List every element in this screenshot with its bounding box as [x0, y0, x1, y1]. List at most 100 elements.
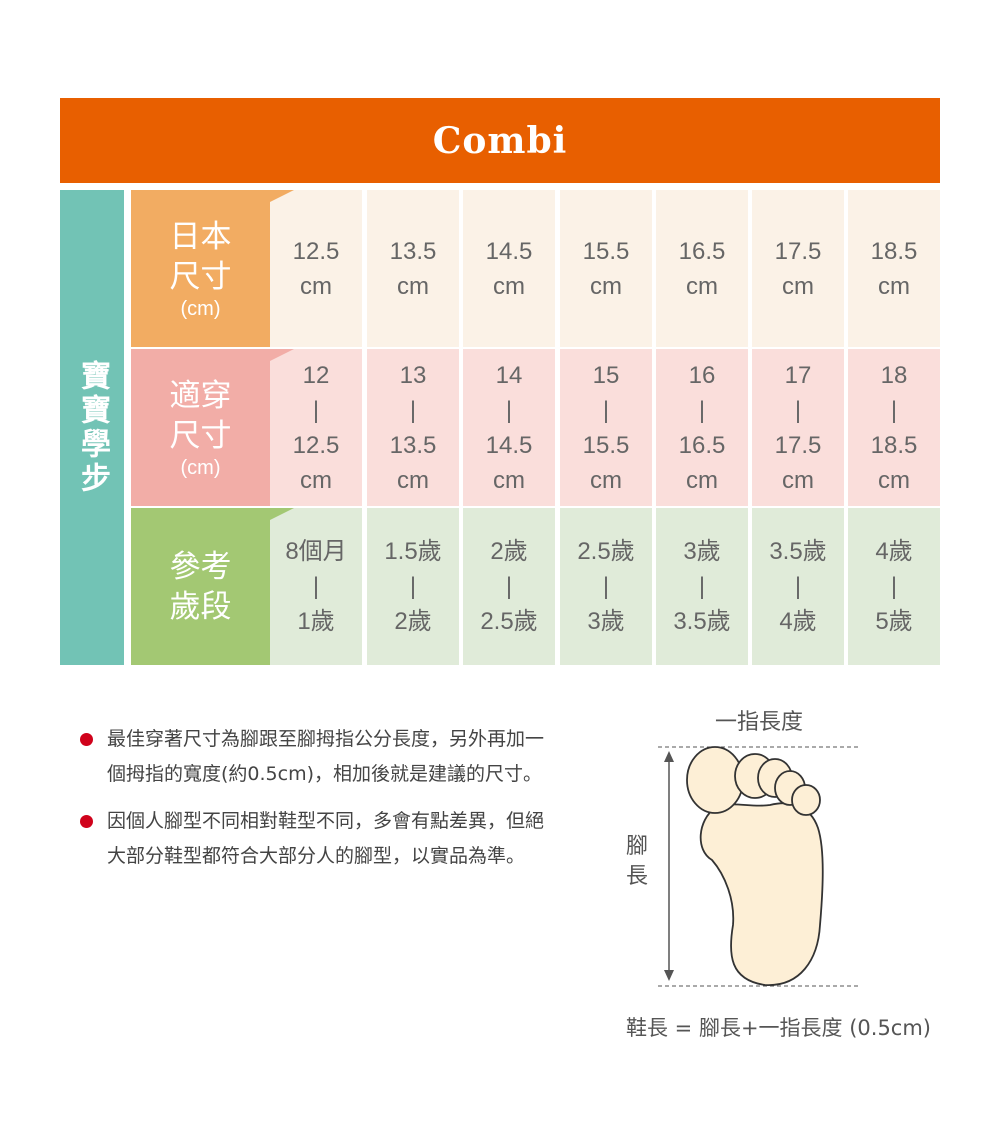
- note-item: 最佳穿著尺寸為腳跟至腳拇指公分長度，另外再加一個拇指的寬度(約0.5cm)，相加…: [80, 722, 560, 792]
- cell-text: 15.5: [582, 431, 630, 459]
- cell-text: |: [890, 396, 898, 424]
- cell-text: 4歲: [779, 608, 817, 635]
- row-label-text: 參考: [169, 548, 232, 585]
- cell-text: 4歲: [875, 538, 913, 565]
- brand-header: Combi: [60, 98, 940, 183]
- row-unit: (cm): [180, 456, 221, 479]
- cell-text: cm: [782, 272, 814, 300]
- cell-text: |: [505, 573, 513, 600]
- table-cell: 14.5 cm: [463, 190, 555, 347]
- cell-text: 1.5歲: [384, 538, 442, 565]
- cell-text: |: [794, 573, 802, 600]
- row-label-text: 適穿: [169, 377, 232, 414]
- cell-text: cm: [686, 272, 718, 300]
- cell-text: 15: [592, 361, 620, 389]
- row-unit: (cm): [180, 297, 221, 320]
- cell-text: 2.5歲: [577, 538, 635, 565]
- table-cell: 12 | 12.5 cm: [270, 349, 362, 506]
- table-cell: 17 | 17.5 cm: [752, 349, 844, 506]
- cell-text: 14.5: [485, 237, 533, 265]
- cell-text: 17: [784, 361, 812, 389]
- formula: 鞋長 = 腳長+一指長度 (0.5cm): [626, 1016, 932, 1040]
- cell-text: |: [890, 573, 898, 600]
- cell-text: 12: [302, 361, 330, 389]
- cell-text: |: [505, 396, 513, 424]
- cell-text: 3歲: [683, 538, 721, 565]
- cell-text: 18.5: [870, 431, 918, 459]
- combi-logo: Combi: [432, 119, 568, 162]
- table-cell: 12.5 cm: [270, 190, 362, 347]
- cell-text: cm: [300, 466, 332, 494]
- row-label-text: 日本: [169, 218, 232, 255]
- cell-text: |: [312, 396, 320, 424]
- cell-text: 8個月: [285, 538, 347, 565]
- cell-text: 18: [880, 361, 908, 389]
- table-cell: 15.5 cm: [560, 190, 652, 347]
- note-item: 因個人腳型不同相對鞋型不同，多會有點差異，但絕大部分鞋型都符合大部分人的腳型，以…: [80, 804, 560, 874]
- table-cell: 3.5歲 | 4歲: [752, 508, 844, 665]
- cell-text: 13.5: [389, 237, 437, 265]
- cell-text: |: [409, 573, 417, 600]
- notes: 最佳穿著尺寸為腳跟至腳拇指公分長度，另外再加一個拇指的寬度(約0.5cm)，相加…: [80, 722, 560, 886]
- cell-text: 13: [399, 361, 427, 389]
- label-corner: [270, 349, 294, 361]
- table-cell: 16 | 16.5 cm: [656, 349, 748, 506]
- table-cell: 14 | 14.5 cm: [463, 349, 555, 506]
- cell-text: |: [794, 396, 802, 424]
- cell-text: 15.5: [582, 237, 630, 265]
- cell-text: cm: [493, 466, 525, 494]
- row-label-text: 尺寸: [169, 417, 232, 454]
- cell-text: cm: [493, 272, 525, 300]
- bullet-icon: [80, 815, 93, 828]
- cell-text: cm: [590, 272, 622, 300]
- cell-text: 3.5歲: [769, 538, 827, 565]
- table-cell: 3歲 | 3.5歲: [656, 508, 748, 665]
- table-cell: 18 | 18.5 cm: [848, 349, 940, 506]
- cell-text: 18.5: [870, 237, 918, 265]
- cell-text: cm: [397, 466, 429, 494]
- table-cell: 13.5 cm: [367, 190, 459, 347]
- table-cell: 16.5 cm: [656, 190, 748, 347]
- cell-text: 17.5: [774, 431, 822, 459]
- cell-text: 16.5: [678, 431, 726, 459]
- table-cell: 18.5 cm: [848, 190, 940, 347]
- cell-text: 2歲: [394, 608, 432, 635]
- foot-illustration: [658, 746, 858, 987]
- cell-text: |: [698, 573, 706, 600]
- foot-length-label: 腳長: [626, 834, 649, 889]
- cell-text: 12.5: [292, 431, 340, 459]
- cell-text: cm: [686, 466, 718, 494]
- label-corner: [270, 190, 294, 202]
- cell-text: 16.5: [678, 237, 726, 265]
- table-cell: 15 | 15.5 cm: [560, 349, 652, 506]
- cell-text: 3歲: [587, 608, 625, 635]
- cell-text: |: [312, 573, 320, 600]
- cell-text: |: [602, 396, 610, 424]
- row-label-text: 歲段: [169, 588, 232, 625]
- table-cell: 2歲 | 2.5歲: [463, 508, 555, 665]
- cell-text: 3.5歲: [673, 608, 731, 635]
- table-cell: 2.5歲 | 3歲: [560, 508, 652, 665]
- cell-text: cm: [300, 272, 332, 300]
- foot-diagram: 一指長度 腳長 鞋長 = 腳長+一指長度 (0.5cm): [620, 700, 960, 1050]
- cell-text: cm: [878, 272, 910, 300]
- row-label: 參考 歲段: [131, 508, 270, 665]
- cell-text: |: [698, 396, 706, 424]
- row-label: 日本 尺寸 (cm): [131, 190, 270, 347]
- cell-text: cm: [878, 466, 910, 494]
- cell-text: 2.5歲: [480, 608, 538, 635]
- row-label-text: 尺寸: [169, 258, 232, 295]
- table-cell: 4歲 | 5歲: [848, 508, 940, 665]
- row-label: 適穿 尺寸 (cm): [131, 349, 270, 506]
- cell-text: 14.5: [485, 431, 533, 459]
- label-corner: [270, 508, 294, 520]
- cell-text: 2歲: [490, 538, 528, 565]
- table-cell: 1.5歲 | 2歲: [367, 508, 459, 665]
- cell-text: |: [602, 573, 610, 600]
- table-cell: 17.5 cm: [752, 190, 844, 347]
- cell-text: 16: [688, 361, 716, 389]
- cell-text: 5歲: [875, 608, 913, 635]
- cell-text: 17.5: [774, 237, 822, 265]
- cell-text: |: [409, 396, 417, 424]
- cell-text: 1歲: [297, 608, 335, 635]
